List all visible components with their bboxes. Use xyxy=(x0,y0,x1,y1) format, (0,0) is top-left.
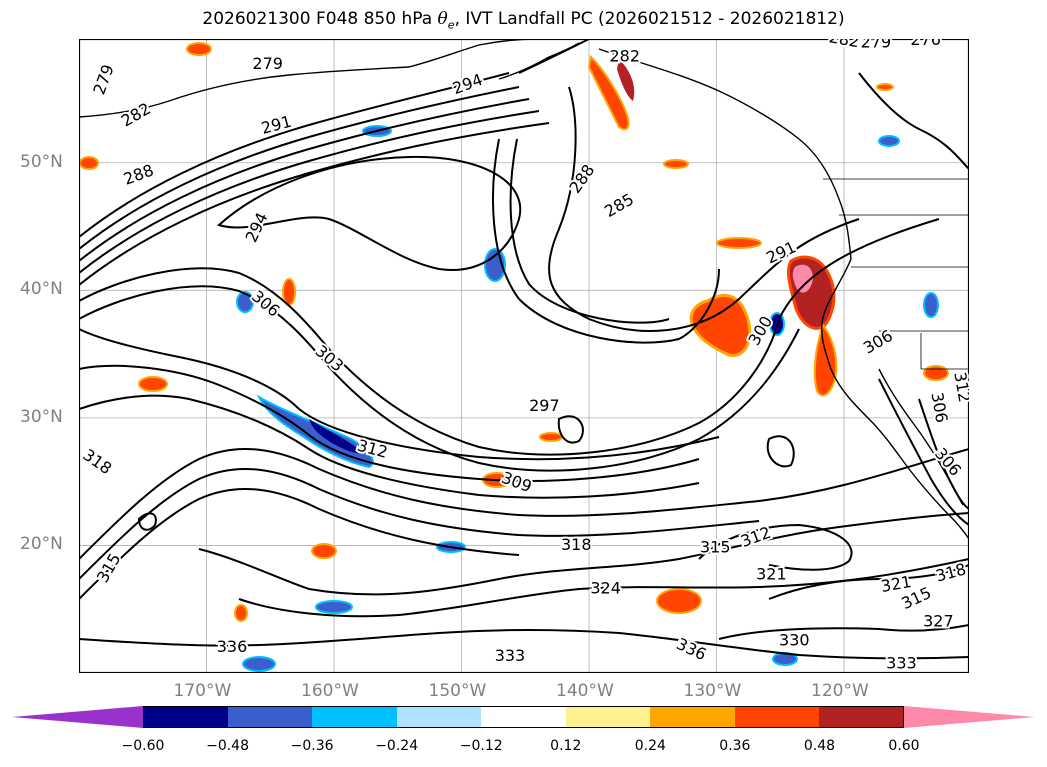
contour-label: 279 xyxy=(861,39,892,51)
colorbar-tick-label: −0.48 xyxy=(206,738,249,754)
colorbar-segment xyxy=(734,706,820,728)
title-suffix: , IVT Landfall PC (2026021512 - 20260218… xyxy=(454,9,845,29)
ivt-alaska-streak xyxy=(587,54,630,131)
ivt-positive-region xyxy=(689,294,752,357)
contour-label: 282 xyxy=(609,46,640,65)
theta-symbol: θ xyxy=(437,9,448,29)
colorbar-tick-label: −0.24 xyxy=(375,738,419,754)
scattered-blobs xyxy=(79,42,949,622)
lon-tick-label: 130°W xyxy=(683,681,742,701)
contour-label: 327 xyxy=(923,611,954,630)
colorbar-tick-label: 0.48 xyxy=(803,738,836,754)
title-prefix: 2026021300 F048 850 hPa xyxy=(202,9,438,29)
colorbar-tick-label: 0.12 xyxy=(550,738,582,754)
map-frame xyxy=(79,39,969,673)
lon-tick-label: 140°W xyxy=(556,681,614,701)
colorbar-segment xyxy=(143,706,229,728)
colorbar-segment xyxy=(312,706,398,728)
theta-e-contours xyxy=(79,39,969,660)
contour-label: 330 xyxy=(779,631,810,650)
colorbar-segment xyxy=(565,706,651,728)
contour-label: 321 xyxy=(756,564,787,583)
ivt-negative-region xyxy=(256,394,374,469)
colorbar-tick-label: 0.60 xyxy=(888,738,920,754)
ivt-negative-core xyxy=(309,419,364,454)
lon-tick-label: 160°W xyxy=(301,681,359,701)
colorbar-segment xyxy=(227,706,313,728)
contour-label: 279 xyxy=(252,54,283,73)
colorbar-segment xyxy=(481,706,567,728)
contour-label: 315 xyxy=(700,537,731,556)
contour-label: 336 xyxy=(217,637,248,656)
ivt-alaska-core xyxy=(617,59,635,101)
coastlines xyxy=(79,39,969,540)
lat-tick-label: 20°N xyxy=(20,534,63,555)
theta-subscript: e xyxy=(447,18,455,32)
colorbar-tick-label: −0.36 xyxy=(290,738,334,754)
contour-label: 324 xyxy=(590,578,621,597)
west-coast xyxy=(821,258,969,540)
lat-tick-label: 40°N xyxy=(20,279,63,300)
contour-label: 333 xyxy=(886,654,917,673)
alaska-coast xyxy=(79,39,852,260)
contour-label: 297 xyxy=(529,396,560,415)
baja-coast xyxy=(878,368,964,506)
lon-tick-label: 150°W xyxy=(428,681,487,701)
ivt-pink-core xyxy=(792,264,813,293)
colorbar-segment xyxy=(650,706,736,728)
colorbar-segment xyxy=(819,706,905,728)
lat-tick-label: 30°N xyxy=(20,406,63,427)
colorbar-tick-label: 0.24 xyxy=(634,738,666,754)
colorbar-tick-label: −0.60 xyxy=(121,738,165,754)
colorbar-extend-low xyxy=(12,706,143,728)
lat-tick-label: 50°N xyxy=(20,151,63,172)
lon-tick-label: 170°W xyxy=(173,681,232,701)
colorbar-tick-label: −0.12 xyxy=(459,738,503,754)
contour-label: 318 xyxy=(561,535,592,554)
colorbar-tick-label: 0.36 xyxy=(719,738,751,754)
contour-label: 333 xyxy=(495,646,526,665)
state-borders xyxy=(823,178,969,370)
lon-tick-label: 120°W xyxy=(811,681,869,701)
colorbar-segment xyxy=(396,706,482,728)
chart-title: 2026021300 F048 850 hPa θe, IVT Landfall… xyxy=(0,9,1047,35)
ivt-coastal-strip xyxy=(813,322,838,397)
contour-label: 276 xyxy=(910,39,941,49)
colorbar-extend-high xyxy=(904,706,1035,728)
